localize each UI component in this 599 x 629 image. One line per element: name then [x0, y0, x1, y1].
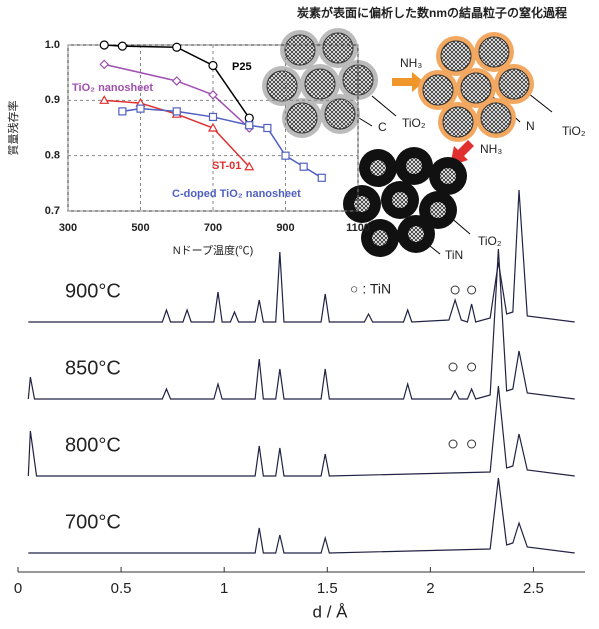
trace-label: 850°C — [65, 357, 121, 379]
marker — [208, 60, 218, 71]
marker — [244, 161, 255, 171]
marker — [172, 42, 182, 52]
x-tick-label: 0 — [14, 580, 22, 597]
x-tick-label: 1 — [220, 580, 228, 597]
particle-core — [480, 102, 512, 134]
tin-marker — [450, 285, 460, 295]
diagram-label: TiO₂ — [478, 234, 502, 248]
particle-core — [370, 160, 386, 176]
particle-core — [422, 74, 454, 106]
particle-core — [392, 192, 408, 208]
series-line — [104, 63, 250, 129]
marker — [317, 173, 326, 182]
series-label: TiO₂ nanosheet — [72, 82, 153, 94]
x-tick-label: 1.5 — [317, 580, 338, 597]
trace-label: 900°C — [65, 280, 121, 302]
x-tick-label: 1100 — [346, 222, 370, 234]
particle-core — [430, 202, 446, 218]
y-tick-label: 0.7 — [45, 205, 60, 217]
marker — [136, 104, 145, 113]
trace-label: 700°C — [65, 511, 121, 533]
particle-core — [322, 32, 354, 64]
marker — [263, 123, 272, 133]
tin-marker — [448, 362, 458, 372]
marker — [299, 162, 308, 171]
particle-core — [498, 68, 530, 100]
particle-core — [266, 70, 298, 102]
particle-core — [406, 158, 422, 174]
spectrum — [28, 189, 575, 323]
diagram-label: TiN — [445, 248, 463, 262]
marker — [281, 151, 290, 160]
marker — [172, 107, 181, 116]
y-tick-label: 1.0 — [45, 39, 60, 51]
series-label: P25 — [232, 61, 252, 73]
arrow — [392, 72, 424, 92]
y-axis-label: 質量残存率 — [6, 101, 20, 156]
particle-core — [442, 106, 474, 138]
series-label: ST-01 — [212, 160, 241, 172]
marker — [208, 112, 218, 122]
spectrum — [27, 248, 575, 400]
x-tick-label: 500 — [131, 222, 149, 234]
tin-marker — [467, 285, 477, 295]
particle-core — [408, 226, 424, 242]
tin-marker — [448, 439, 458, 449]
particle-core — [372, 230, 388, 246]
x-tick-label: 300 — [59, 222, 77, 234]
diagram-label: NH₃ — [400, 56, 422, 70]
particle-core — [440, 40, 472, 72]
diagram-label: NH₃ — [480, 142, 502, 156]
tin-marker — [467, 439, 477, 449]
x-axis-label: Nドープ温度(℃) — [173, 243, 254, 257]
marker — [117, 41, 127, 51]
marker — [208, 89, 218, 100]
marker — [245, 121, 254, 130]
marker — [171, 76, 182, 86]
marker — [118, 107, 127, 116]
tin-marker — [467, 362, 477, 372]
particle-core — [324, 98, 356, 130]
diagram-label: N — [526, 119, 535, 133]
marker — [244, 113, 254, 123]
x-tick-label: 700 — [204, 222, 222, 234]
x-tick-label: 2.5 — [523, 580, 544, 597]
marker — [99, 95, 110, 104]
trace-label: 800°C — [65, 434, 121, 456]
particle-core — [284, 34, 316, 66]
particle-core — [440, 168, 456, 184]
diagram-title: 炭素が表面に偏析した数nmの結晶粒子の窒化過程 — [297, 5, 567, 20]
series-label: C-doped TiO₂ nanosheet — [172, 188, 301, 200]
diagram: 炭素が表面に偏析した数nmの結晶粒子の窒化過程 NH₃ C TiO₂ N TiO₂ NH₃… — [262, 5, 586, 262]
particle-core — [286, 102, 318, 134]
particle-core — [478, 36, 510, 68]
marker — [99, 59, 110, 70]
y-tick-label: 0.8 — [45, 150, 60, 162]
particle-core — [460, 72, 492, 104]
particle-core — [354, 196, 370, 212]
spectrum — [27, 385, 575, 477]
legend-note: ○ : TiN — [350, 281, 391, 297]
y-tick-label: 0.9 — [45, 94, 60, 106]
diagram-label: C — [378, 120, 387, 134]
x-tick-label: 2 — [426, 580, 434, 597]
particle-core — [304, 68, 336, 100]
x-tick-label: 0.5 — [111, 580, 132, 597]
diagram-label: TiO₂ — [562, 124, 586, 138]
spectrum — [28, 477, 575, 554]
x-tick-label: 900 — [276, 222, 294, 234]
pointer — [371, 95, 397, 117]
diagram-label: TiO₂ — [402, 116, 426, 130]
marker — [99, 40, 109, 50]
x-axis-label: d / Å — [313, 602, 349, 621]
marker — [207, 122, 219, 132]
